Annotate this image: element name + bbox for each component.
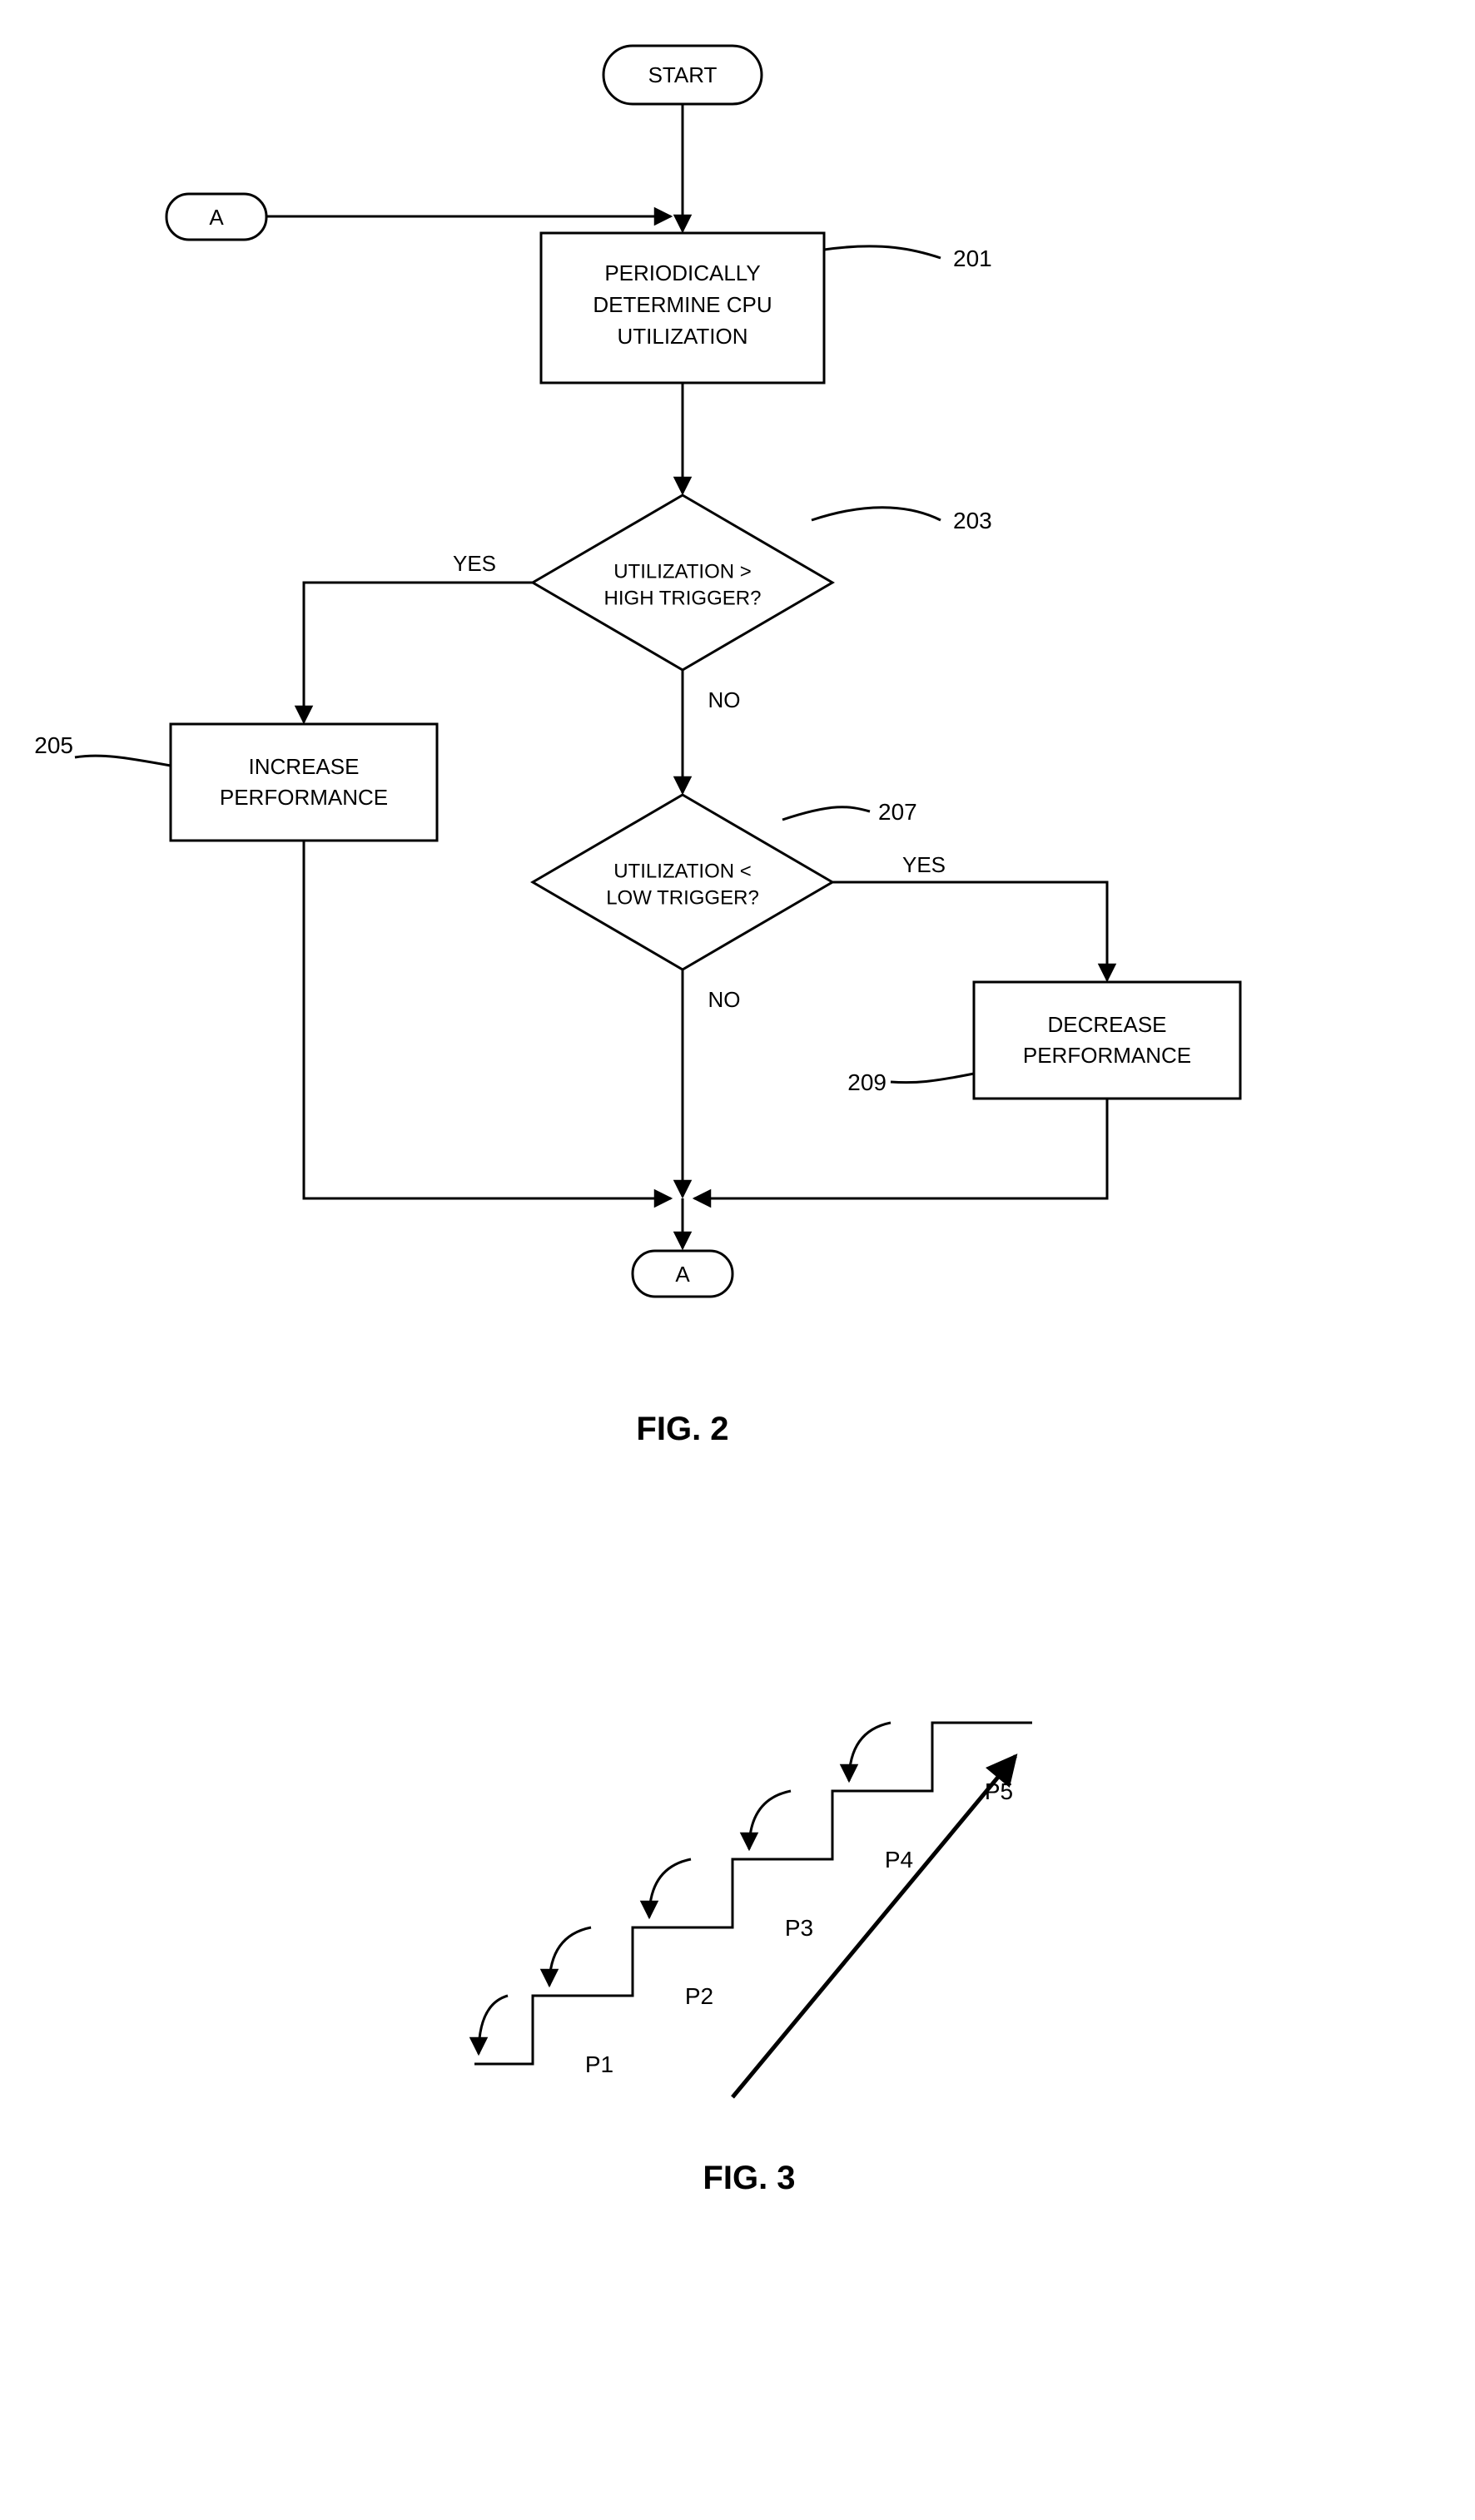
step-p3: P3 <box>785 1915 813 1941</box>
n203-line2: HIGH TRIGGER? <box>604 587 762 609</box>
figure-3-stairchart: P1 P2 P3 P4 P5 FIG. 3 <box>474 1723 1032 2196</box>
up-arrow <box>733 1756 1016 2097</box>
step-p4: P4 <box>885 1847 913 1873</box>
connector-a-bottom-label: A <box>675 1262 690 1287</box>
edge-209-to-merge <box>694 1099 1107 1198</box>
arrow-p2-p1 <box>549 1927 591 1986</box>
node-209: DECREASE PERFORMANCE <box>974 982 1240 1099</box>
leader-205 <box>75 756 171 766</box>
connector-a-bottom: A <box>633 1251 733 1297</box>
node-203: UTILIZATION > HIGH TRIGGER? <box>533 495 832 670</box>
start-node: START <box>603 46 762 104</box>
label-no2: NO <box>708 987 741 1012</box>
n201-line1: PERIODICALLY <box>604 260 760 285</box>
node-201: PERIODICALLY DETERMINE CPU UTILIZATION <box>541 233 824 383</box>
ref-207: 207 <box>878 799 917 825</box>
label-no1: NO <box>708 687 741 712</box>
connector-a-top-label: A <box>209 205 224 230</box>
step-p2: P2 <box>685 1983 713 2009</box>
n209-line1: DECREASE <box>1047 1012 1166 1037</box>
n203-line1: UTILIZATION > <box>613 560 752 583</box>
connector-a-top: A <box>166 194 266 240</box>
n207-line2: LOW TRIGGER? <box>606 886 759 909</box>
ref-205: 205 <box>34 732 73 758</box>
n201-line3: UTILIZATION <box>618 324 748 349</box>
node-205: INCREASE PERFORMANCE <box>171 724 437 841</box>
n207-line1: UTILIZATION < <box>613 860 752 882</box>
figure-3-title: FIG. 3 <box>703 2160 795 2196</box>
leader-201 <box>824 246 941 258</box>
node-207: UTILIZATION < LOW TRIGGER? <box>533 795 832 970</box>
n205-line1: INCREASE <box>249 754 360 779</box>
arrow-p3-p2 <box>649 1859 691 1917</box>
leader-203 <box>812 508 941 520</box>
figure-2-flowchart: START A PERIODICALLY DETERMINE CPU UTILI… <box>34 46 1240 1447</box>
ref-201: 201 <box>953 246 992 271</box>
n205-line2: PERFORMANCE <box>220 785 388 810</box>
label-yes1: YES <box>453 551 496 576</box>
step-p5: P5 <box>985 1778 1013 1804</box>
leader-207 <box>782 807 870 820</box>
step-p1: P1 <box>585 2051 613 2077</box>
stair-outline <box>474 1723 1032 2064</box>
diagram-canvas: START A PERIODICALLY DETERMINE CPU UTILI… <box>0 0 1475 2520</box>
edge-207-yes <box>832 882 1107 980</box>
label-yes2: YES <box>902 852 946 877</box>
figure-2-title: FIG. 2 <box>636 1411 728 1447</box>
ref-209: 209 <box>847 1069 886 1095</box>
n209-line2: PERFORMANCE <box>1023 1043 1191 1068</box>
arrow-p1-ground <box>479 1996 508 2054</box>
edge-203-yes <box>304 583 533 722</box>
start-label: START <box>648 62 718 87</box>
arrow-p4-p3 <box>749 1791 791 1849</box>
arrow-p5-p4 <box>849 1723 891 1781</box>
leader-209 <box>891 1074 974 1083</box>
n201-line2: DETERMINE CPU <box>593 292 772 317</box>
ref-203: 203 <box>953 508 992 533</box>
